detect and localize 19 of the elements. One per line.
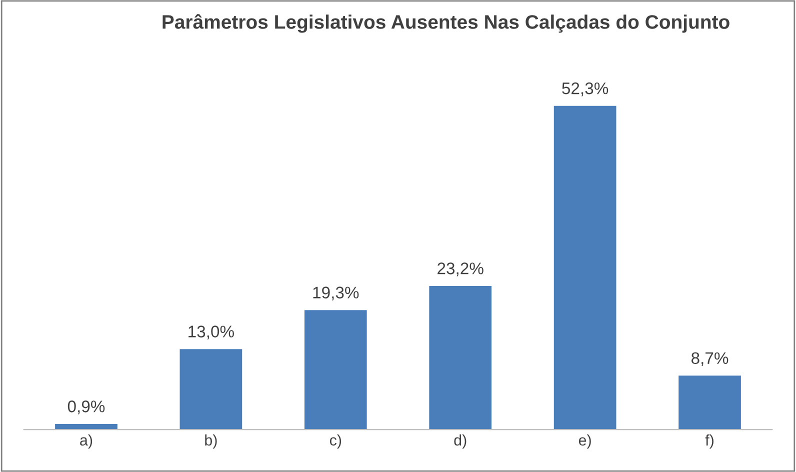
- chart-title: Parâmetros Legislativos Ausentes Nas Calçadas do Conjunto: [162, 14, 730, 33]
- data-label: 23,2%: [438, 262, 484, 276]
- x-tick-label: a): [80, 434, 92, 449]
- x-tick-label: f): [705, 434, 714, 449]
- bar: [304, 310, 367, 430]
- bar: [554, 106, 616, 430]
- data-label: 52,3%: [562, 82, 608, 96]
- bar: [180, 349, 242, 430]
- bar: [429, 286, 492, 430]
- data-label: 19,3%: [313, 286, 359, 300]
- bar: [678, 376, 741, 430]
- data-label: 0,9%: [68, 400, 105, 414]
- x-tick-label: d): [454, 434, 466, 449]
- x-tick-label: e): [578, 434, 591, 449]
- bar: [55, 424, 118, 430]
- x-tick-label: c): [330, 434, 342, 449]
- x-tick-label: b): [205, 434, 217, 449]
- data-label: 13,0%: [188, 326, 234, 340]
- data-label: 8,7%: [691, 352, 728, 366]
